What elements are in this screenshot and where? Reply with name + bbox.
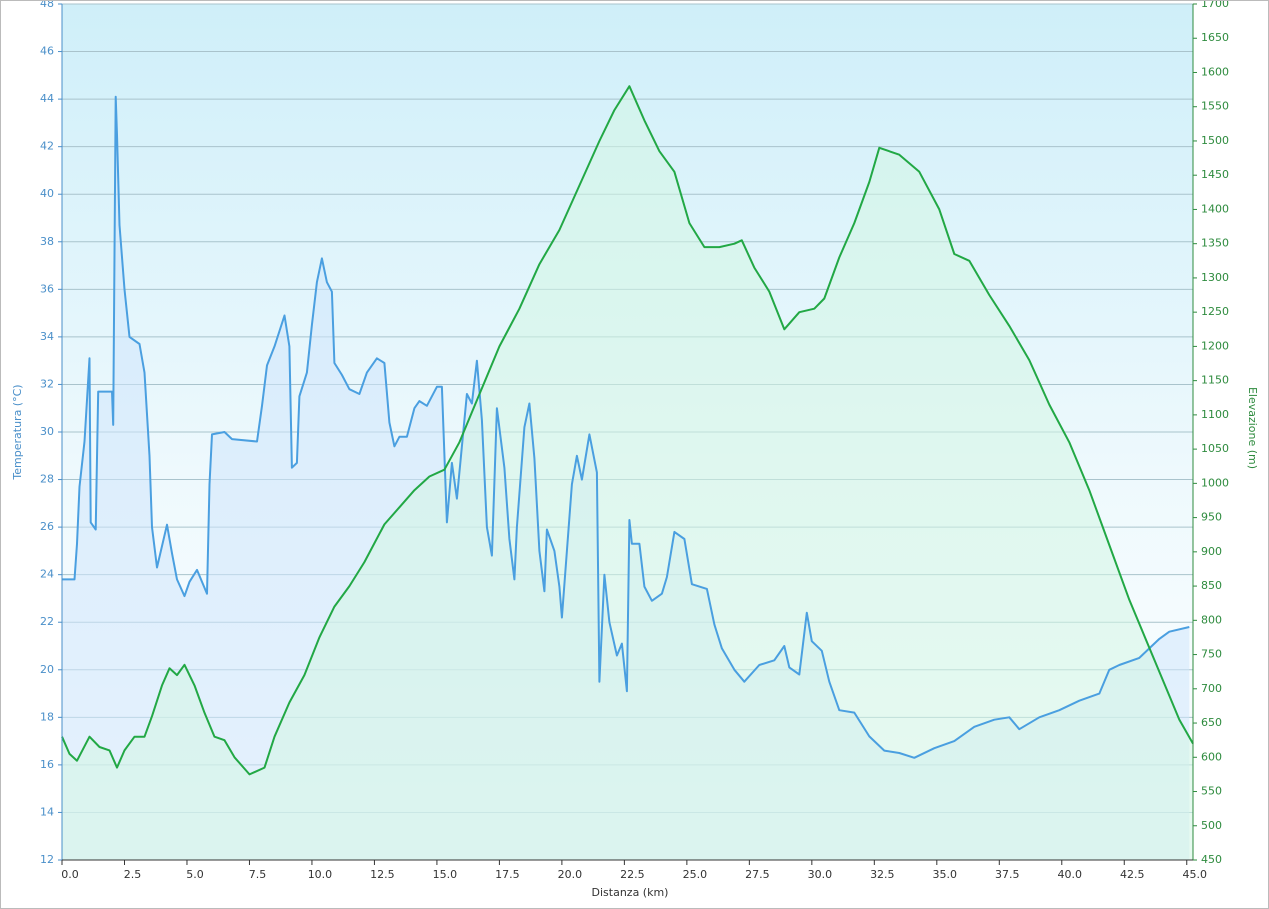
y2-tick-label: 1050 xyxy=(1201,442,1229,455)
y2-tick-label: 1550 xyxy=(1201,100,1229,113)
y2-tick-label: 900 xyxy=(1201,545,1222,558)
areas xyxy=(62,86,1193,860)
y2-tick-label: 450 xyxy=(1201,853,1222,866)
y2-tick-label: 1150 xyxy=(1201,374,1229,387)
y-tick-label: 38 xyxy=(40,235,54,248)
y-tick-label: 30 xyxy=(40,425,54,438)
y2-tick-label: 600 xyxy=(1201,750,1222,763)
y2-tick-label: 1300 xyxy=(1201,271,1229,284)
y-tick-label: 34 xyxy=(40,330,54,343)
y-tick-label: 24 xyxy=(40,568,54,581)
line xyxy=(62,95,1190,759)
y-tick-label: 20 xyxy=(40,663,54,676)
y2-tick-label: 1100 xyxy=(1201,408,1229,421)
y2-tick-label: 700 xyxy=(1201,682,1222,695)
x-axis-title: Distanza (km) xyxy=(592,886,669,899)
line xyxy=(61,85,1194,776)
x-tick-label: 2.5 xyxy=(124,868,142,881)
y2-tick-label: 1700 xyxy=(1201,0,1229,10)
axes: 12 14 16 18 20 22 24 26 28 30 32 34 36 38 40 42 44 46 48 45… xyxy=(40,0,1229,881)
y2-tick-label: 750 xyxy=(1201,648,1222,661)
x-tick-label: 42.5 xyxy=(1120,868,1145,881)
y2-tick-label: 1000 xyxy=(1201,476,1229,489)
y2-tick-label: 1400 xyxy=(1201,202,1229,215)
y2-tick-label: 500 xyxy=(1201,819,1222,832)
y2-tick-label: 950 xyxy=(1201,511,1222,524)
y-tick-label: 46 xyxy=(40,45,54,58)
y-tick-label: 42 xyxy=(40,140,54,153)
x-tick-label: 30.0 xyxy=(808,868,833,881)
x-tick-label: 25.0 xyxy=(683,868,708,881)
x-tick-label: 20.0 xyxy=(558,868,583,881)
area xyxy=(62,86,1193,860)
y2-tick-label: 800 xyxy=(1201,613,1222,626)
y-tick-label: 40 xyxy=(40,187,54,200)
y-tick-label: 16 xyxy=(40,758,54,771)
x-tick-label: 35.0 xyxy=(933,868,958,881)
y-tick-label: 14 xyxy=(40,805,54,818)
y-tick-label: 36 xyxy=(40,282,54,295)
y-tick-label: 26 xyxy=(40,520,54,533)
x-tick-label: 22.5 xyxy=(620,868,645,881)
y-tick-label: 44 xyxy=(40,92,54,105)
y2-tick-label: 1500 xyxy=(1201,134,1229,147)
x-tick-label: 12.5 xyxy=(370,868,395,881)
y-tick-label: 22 xyxy=(40,615,54,628)
y-tick-label: 32 xyxy=(40,377,54,390)
x-tick-label: 32.5 xyxy=(870,868,895,881)
x-tick-label: 7.5 xyxy=(249,868,267,881)
y2-axis-title: Elevazione (m) xyxy=(1246,387,1259,469)
x-tick-label: 17.5 xyxy=(495,868,520,881)
y2-tick-label: 850 xyxy=(1201,579,1222,592)
y-axis-title: Temperatura (°C) xyxy=(11,384,24,480)
x-tick-label: 10.0 xyxy=(308,868,333,881)
y-tick-label: 48 xyxy=(40,0,54,10)
y2-tick-label: 650 xyxy=(1201,716,1222,729)
y-tick-label: 18 xyxy=(40,710,54,723)
x-tick-label: 0.0 xyxy=(61,868,79,881)
y-tick-label: 28 xyxy=(40,473,54,486)
y2-tick-label: 550 xyxy=(1201,785,1222,798)
x-tick-label: 45.0 xyxy=(1183,868,1208,881)
y2-tick-label: 1450 xyxy=(1201,168,1229,181)
x-tick-label: 15.0 xyxy=(433,868,458,881)
lines xyxy=(61,85,1194,776)
x-tick-label: 40.0 xyxy=(1058,868,1083,881)
x-tick-label: 5.0 xyxy=(186,868,204,881)
x-tick-label: 37.5 xyxy=(995,868,1020,881)
y2-tick-label: 1600 xyxy=(1201,65,1229,78)
x-tick-label: 27.5 xyxy=(745,868,770,881)
y-tick-label: 12 xyxy=(40,853,54,866)
y2-tick-label: 1200 xyxy=(1201,339,1229,352)
y2-tick-label: 1250 xyxy=(1201,305,1229,318)
y2-tick-label: 1650 xyxy=(1201,31,1229,44)
y2-tick-label: 1350 xyxy=(1201,237,1229,250)
